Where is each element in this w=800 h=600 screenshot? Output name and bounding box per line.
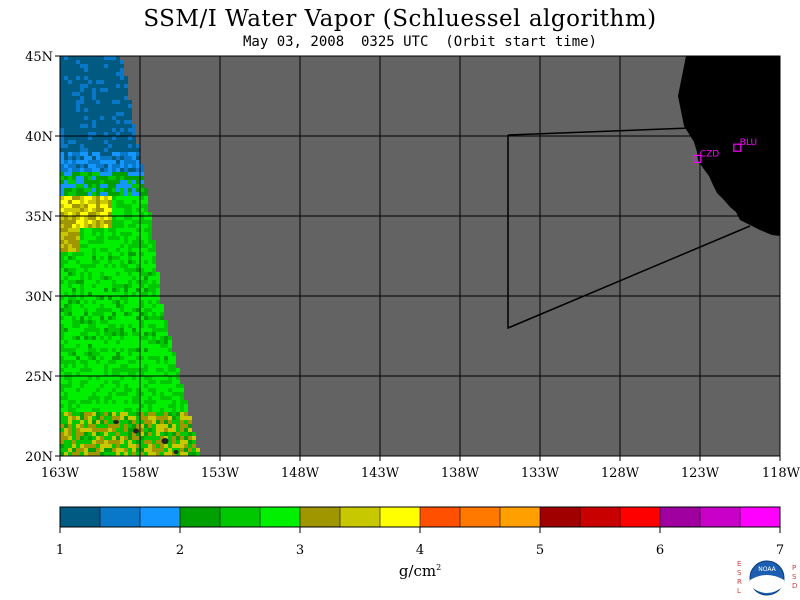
colorbar-swatch <box>540 507 580 527</box>
station-marker <box>693 154 702 163</box>
station-label: CZD <box>700 149 719 159</box>
colorbar-swatch <box>740 507 780 527</box>
logo-letter: L <box>737 587 741 595</box>
colorbar-swatch <box>220 507 260 527</box>
longitude-label: 153W <box>201 466 240 481</box>
logo-letter: D <box>792 582 797 590</box>
island <box>161 438 169 444</box>
latitude-label: 25N <box>25 370 53 385</box>
colorbar-swatch <box>500 507 540 527</box>
page-title: SSM/I Water Vapor (Schluessel algorithm) <box>143 6 657 32</box>
station-marker <box>733 143 742 152</box>
colorbar-swatch <box>380 507 420 527</box>
latitude-label: 20N <box>25 450 53 465</box>
colorbar-tick-label: 5 <box>536 543 544 558</box>
longitude-label: 163W <box>41 466 80 481</box>
logo-letter: S <box>737 569 742 577</box>
orbit-time-subtitle: May 03, 2008 0325 UTC (Orbit start time) <box>242 34 597 50</box>
colorbar-tick-label: 1 <box>56 543 64 558</box>
colorbar-tick-label: 2 <box>176 543 184 558</box>
map-frame <box>59 55 781 457</box>
colorbar-swatch <box>340 507 380 527</box>
latitude-label: 35N <box>25 210 53 225</box>
colorbar-units: g/cm2 <box>398 562 442 580</box>
colorbar-tick-label: 4 <box>416 543 424 558</box>
longitude-label: 138W <box>441 466 480 481</box>
island <box>173 450 179 454</box>
colorbar-swatch <box>460 507 500 527</box>
water-vapor-data-layer <box>60 56 780 456</box>
colorbar-swatch <box>180 507 220 527</box>
latitude-label: 30N <box>25 290 53 305</box>
colorbar-swatch <box>260 507 300 527</box>
longitude-label: 158W <box>121 466 160 481</box>
colorbar-swatch <box>100 507 140 527</box>
logo-letter: E <box>737 560 741 568</box>
island <box>113 420 119 424</box>
logo-letter: P <box>792 564 796 572</box>
colorbar-swatch <box>420 507 460 527</box>
colorbar-tick-label: 6 <box>656 543 664 558</box>
colorbar-swatch <box>60 507 100 527</box>
longitude-label: 133W <box>521 466 560 481</box>
noaa-badge-text: NOAA <box>758 566 776 573</box>
colorbar-swatch <box>300 507 340 527</box>
stations-layer: CZD BLU <box>693 138 757 163</box>
longitude-label: 118W <box>762 466 800 481</box>
colorbar-swatch <box>700 507 740 527</box>
longitude-label: 143W <box>361 466 400 481</box>
longitude-label: 128W <box>601 466 640 481</box>
logo-letter: R <box>737 578 742 586</box>
latitude-label: 40N <box>25 130 53 145</box>
california-coast-land <box>678 56 780 236</box>
colorbar-tick-label: 7 <box>776 543 784 558</box>
flight-track <box>507 127 751 330</box>
colorbar-swatch <box>620 507 660 527</box>
latitude-label: 45N <box>25 50 53 65</box>
colorbar-swatch <box>660 507 700 527</box>
colorbar-swatch <box>140 507 180 527</box>
colorbar-swatch <box>580 507 620 527</box>
colorbar: 1 2 3 4 5 6 7 <box>56 506 784 558</box>
island <box>133 428 139 434</box>
logo-letter: S <box>792 573 797 581</box>
longitude-label: 123W <box>681 466 720 481</box>
colorbar-tick-label: 3 <box>296 543 304 558</box>
longitude-label: 148W <box>281 466 320 481</box>
station-label: BLU <box>740 138 757 148</box>
